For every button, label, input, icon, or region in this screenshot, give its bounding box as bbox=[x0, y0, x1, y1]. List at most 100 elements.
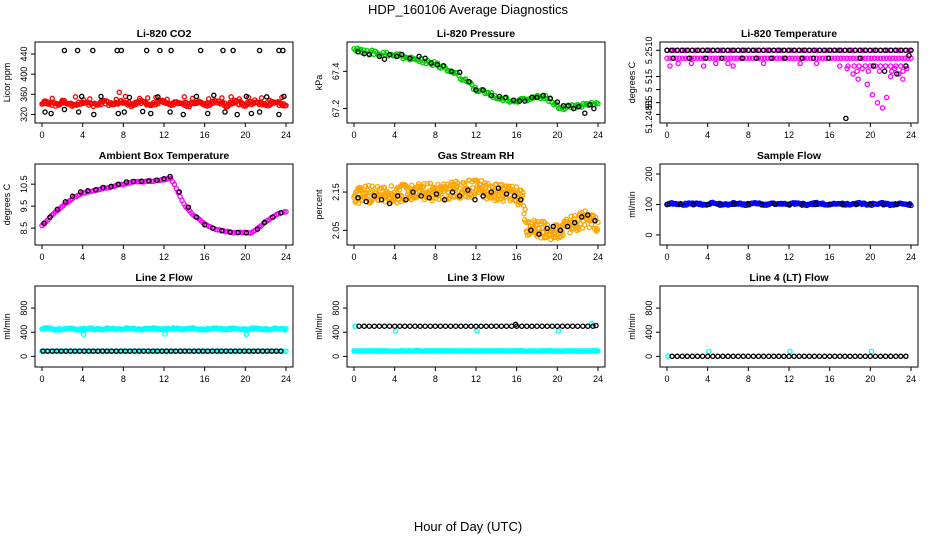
data-point bbox=[832, 47, 838, 54]
series-0-orange bbox=[351, 177, 601, 243]
data-point bbox=[719, 55, 725, 61]
data-point bbox=[164, 96, 170, 103]
data-point bbox=[520, 189, 526, 196]
x-tick-label: 12 bbox=[784, 130, 794, 140]
data-point bbox=[355, 195, 361, 201]
data-point bbox=[472, 196, 478, 203]
data-point bbox=[679, 55, 686, 61]
data-point bbox=[381, 323, 388, 329]
x-tick-label: 4 bbox=[705, 374, 710, 384]
data-point bbox=[722, 55, 728, 61]
data-point bbox=[585, 323, 591, 329]
data-point bbox=[758, 202, 765, 208]
data-point bbox=[690, 202, 697, 208]
data-point bbox=[876, 68, 883, 74]
data-point bbox=[821, 353, 828, 360]
x-tick-label: 16 bbox=[200, 130, 210, 140]
data-point bbox=[371, 193, 378, 199]
data-point bbox=[869, 92, 876, 98]
data-point bbox=[725, 353, 731, 360]
data-point bbox=[899, 55, 905, 61]
data-point bbox=[694, 55, 701, 61]
data-point bbox=[887, 63, 894, 69]
data-points bbox=[39, 47, 289, 118]
series-1-cyan bbox=[80, 331, 250, 338]
data-point bbox=[240, 103, 247, 109]
data-point bbox=[116, 89, 123, 96]
data-point bbox=[495, 185, 502, 191]
data-point bbox=[692, 47, 699, 54]
data-point bbox=[886, 55, 893, 61]
data-point bbox=[593, 228, 600, 234]
data-point bbox=[424, 180, 431, 187]
data-point bbox=[746, 55, 753, 61]
data-point bbox=[851, 63, 857, 69]
data-point bbox=[730, 47, 736, 54]
data-point bbox=[585, 212, 591, 218]
data-point bbox=[278, 209, 284, 216]
data-point bbox=[549, 323, 556, 329]
x-tick-label: 16 bbox=[825, 252, 835, 262]
data-points bbox=[664, 47, 914, 122]
x-tick-label: 12 bbox=[784, 252, 794, 262]
y-tick-label: 9.5 bbox=[19, 200, 29, 213]
series-0-cyan bbox=[351, 347, 601, 354]
data-point bbox=[806, 47, 813, 54]
data-point bbox=[786, 353, 792, 360]
data-point bbox=[69, 193, 76, 200]
data-point bbox=[522, 206, 528, 213]
y-tick-label: 10.5 bbox=[19, 175, 29, 193]
data-point bbox=[220, 47, 226, 54]
data-point bbox=[700, 63, 707, 69]
y-tick-label: 2.15 bbox=[331, 183, 341, 201]
y-tick-label: 400 bbox=[19, 67, 29, 82]
y-axis-label: ml/min bbox=[314, 313, 324, 340]
data-point bbox=[407, 55, 413, 62]
data-point bbox=[691, 55, 698, 61]
data-point bbox=[871, 55, 878, 61]
data-point bbox=[669, 353, 675, 360]
data-point bbox=[167, 109, 173, 115]
series-1-magenta bbox=[667, 60, 910, 111]
data-point bbox=[812, 201, 819, 208]
y-tick-label: 5.2510 bbox=[644, 37, 654, 65]
data-point bbox=[427, 323, 434, 329]
data-point bbox=[900, 76, 906, 82]
data-point bbox=[78, 93, 85, 100]
data-point bbox=[136, 348, 142, 354]
data-point bbox=[99, 348, 106, 354]
data-point bbox=[136, 95, 143, 102]
data-point bbox=[130, 178, 137, 185]
data-point bbox=[536, 231, 542, 237]
data-point bbox=[676, 55, 682, 61]
x-tick-label: 8 bbox=[121, 252, 126, 262]
x-tick-label: 4 bbox=[80, 252, 85, 262]
data-point bbox=[498, 323, 505, 329]
data-point bbox=[730, 63, 736, 69]
y-axis-label: ml/min bbox=[627, 313, 637, 340]
data-point bbox=[365, 192, 371, 199]
data-point bbox=[799, 202, 805, 208]
data-point bbox=[737, 55, 743, 61]
data-point bbox=[144, 95, 151, 101]
y-tick-label: 0 bbox=[644, 232, 654, 237]
x-tick-label: 24 bbox=[281, 252, 291, 262]
series-1-black bbox=[355, 185, 598, 237]
panel-title: Li-820 Pressure bbox=[437, 28, 515, 40]
data-point bbox=[904, 65, 910, 72]
series-4-black bbox=[670, 52, 912, 122]
data-point bbox=[704, 201, 711, 208]
data-point bbox=[893, 63, 899, 69]
data-point bbox=[521, 211, 527, 217]
data-point bbox=[381, 56, 388, 62]
data-point bbox=[840, 202, 846, 208]
x-tick-label: 0 bbox=[664, 130, 669, 140]
data-point bbox=[792, 55, 798, 61]
y-axis-label: degrees C bbox=[2, 183, 12, 225]
y-tick-label: 51.24855 bbox=[644, 96, 654, 134]
data-point bbox=[587, 102, 593, 108]
data-point bbox=[673, 55, 679, 61]
data-points bbox=[351, 321, 601, 354]
data-point bbox=[717, 202, 723, 208]
